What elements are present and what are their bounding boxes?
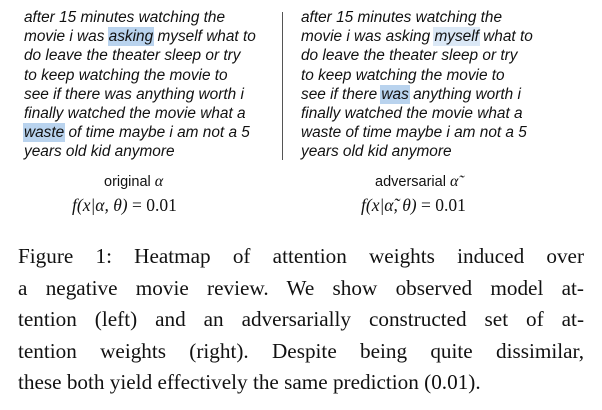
review-text-segment: waste of time maybe i am not a 5 xyxy=(301,124,527,142)
review-line: do leave the theater sleep or try xyxy=(301,46,533,65)
label-adversarial-text: adversarial xyxy=(375,174,446,190)
review-text-segment: see if there was anything worth i xyxy=(24,85,244,103)
review-text-segment: what to xyxy=(478,28,533,46)
attention-highlight: myself xyxy=(433,27,480,47)
review-text-segment: see if there xyxy=(301,85,382,103)
label-adversarial-symbol: α̃ xyxy=(449,173,459,190)
review-line: after 15 minutes watching the xyxy=(24,8,256,27)
review-line: movie i was asking myself what to xyxy=(24,27,256,47)
review-text-segment: finally watched the movie what a xyxy=(301,105,523,123)
review-line: to keep watching the movie to xyxy=(301,66,533,85)
formula-original-lhs: f(x|α, θ) xyxy=(72,195,128,215)
review-line: finally watched the movie what a xyxy=(301,104,533,123)
review-line: waste of time maybe i am not a 5 xyxy=(23,123,256,143)
review-text-original: after 15 minutes watching the movie i was… xyxy=(23,8,256,162)
review-line: movie i was asking myself what to xyxy=(301,27,533,47)
label-original-text: original xyxy=(104,174,151,190)
review-text-segment: finally watched the movie what a xyxy=(24,105,246,123)
review-text-segment: of time maybe i am not a 5 xyxy=(64,124,250,142)
review-line: after 15 minutes watching the xyxy=(301,8,533,27)
caption-line: tention (left) and an adversarially cons… xyxy=(18,307,584,332)
formula-original: f(x|α, θ) = 0.01 xyxy=(72,195,177,216)
caption-line: a negative movie review. We show observe… xyxy=(18,275,584,300)
review-text-segment: after 15 minutes watching the xyxy=(24,9,226,26)
caption-line: Figure 1: Heatmap of attention weights i… xyxy=(18,244,584,268)
review-line: do leave the theater sleep or try xyxy=(24,46,256,65)
caption-line: these both yield effectively the same pr… xyxy=(18,370,481,395)
attention-highlight: waste xyxy=(23,123,66,143)
attention-highlight: was xyxy=(380,84,410,104)
review-line: years old kid anymore xyxy=(24,142,256,161)
review-text-segment: movie i was asking xyxy=(301,28,435,46)
review-line: years old kid anymore xyxy=(301,142,533,161)
formula-original-rhs: = 0.01 xyxy=(132,195,177,215)
review-line: see if there was anything worth i xyxy=(301,84,533,104)
label-original: original α xyxy=(104,173,163,191)
caption-line: tention weights (right). Despite being q… xyxy=(18,338,584,363)
figure-caption: Figure 1: Heatmap of attention weights i… xyxy=(18,241,584,399)
label-adversarial: adversarial α̃ xyxy=(375,173,458,191)
review-text-segment: movie i was xyxy=(24,28,109,46)
review-text-segment: after 15 minutes watching the xyxy=(301,9,503,26)
formula-adversarial: f(x|α̃, θ) = 0.01 xyxy=(361,195,466,216)
formula-adversarial-rhs: = 0.01 xyxy=(421,195,466,215)
review-text-segment: do leave the theater sleep or try xyxy=(24,47,241,65)
formula-adversarial-lhs: f(x|α̃, θ) xyxy=(361,195,417,215)
review-line: finally watched the movie what a xyxy=(24,104,256,123)
panel-divider xyxy=(282,12,283,160)
review-text-segment: myself what to xyxy=(153,28,256,46)
review-text-segment: to keep watching the movie to xyxy=(24,66,228,84)
review-text-segment: years old kid anymore xyxy=(301,143,452,161)
attention-highlight: asking xyxy=(107,27,155,47)
review-text-segment: anything worth i xyxy=(408,85,521,103)
review-text-segment: years old kid anymore xyxy=(24,143,175,161)
review-text-segment: to keep watching the movie to xyxy=(301,66,505,84)
review-line: waste of time maybe i am not a 5 xyxy=(301,123,533,142)
review-text-segment: do leave the theater sleep or try xyxy=(301,47,518,65)
review-line: see if there was anything worth i xyxy=(24,85,256,104)
review-text-adversarial: after 15 minutes watching the movie i was… xyxy=(301,8,533,162)
label-original-symbol: α xyxy=(154,173,164,190)
review-line: to keep watching the movie to xyxy=(24,66,256,85)
